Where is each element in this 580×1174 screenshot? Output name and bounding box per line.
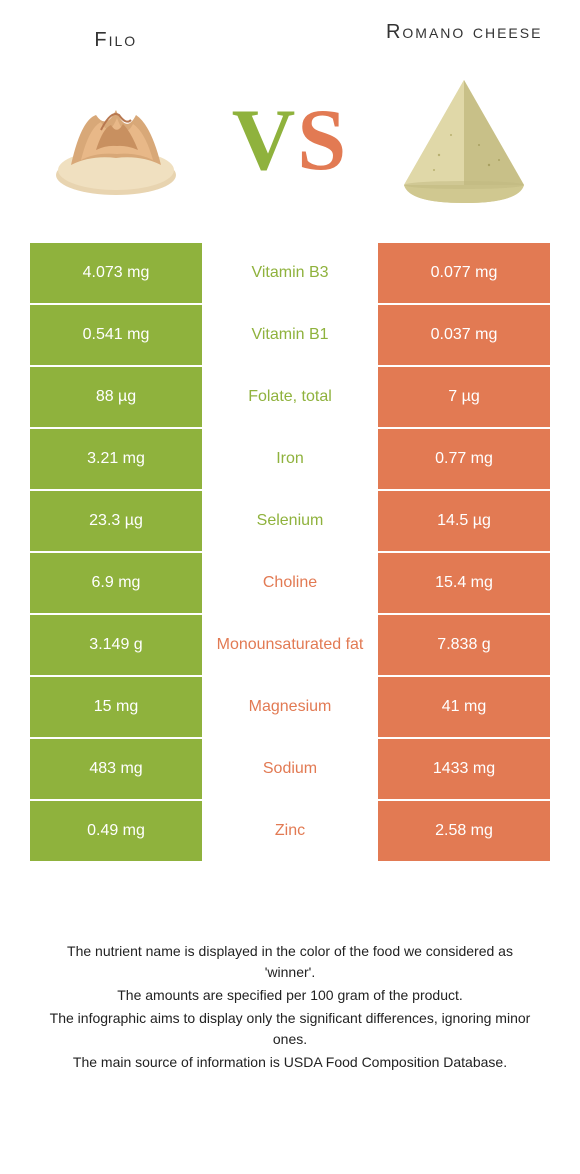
table-row: 4.073 mgVitamin B30.077 mg (30, 243, 550, 303)
nutrient-label-cell: Sodium (204, 739, 376, 799)
table-row: 483 mgSodium1433 mg (30, 739, 550, 799)
nutrient-label-cell: Iron (204, 429, 376, 489)
nutrient-label-cell: Vitamin B3 (204, 243, 376, 303)
footer-line-2: The amounts are specified per 100 gram o… (40, 985, 540, 1006)
table-row: 0.541 mgVitamin B10.037 mg (30, 305, 550, 365)
footer-line-3: The infographic aims to display only the… (40, 1008, 540, 1050)
vs-badge: VS (204, 90, 376, 191)
table-row: 3.21 mgIron0.77 mg (30, 429, 550, 489)
table-row: 0.49 mgZinc2.58 mg (30, 801, 550, 861)
nutrient-label-cell: Vitamin B1 (204, 305, 376, 365)
nutrient-label-cell: Monounsaturated fat (204, 615, 376, 675)
left-value-cell: 23.3 µg (30, 491, 202, 551)
table-row: 3.149 gMonounsaturated fat7.838 g (30, 615, 550, 675)
right-value-cell: 7 µg (378, 367, 550, 427)
right-value-cell: 14.5 µg (378, 491, 550, 551)
right-value-cell: 0.77 mg (378, 429, 550, 489)
right-product-image (378, 65, 550, 215)
right-value-cell: 0.077 mg (378, 243, 550, 303)
table-row: 6.9 mgCholine15.4 mg (30, 553, 550, 613)
table-row: 88 µgFolate, total7 µg (30, 367, 550, 427)
right-product-title: Romano cheese (378, 18, 550, 45)
left-value-cell: 4.073 mg (30, 243, 202, 303)
table-row: 23.3 µgSelenium14.5 µg (30, 491, 550, 551)
nutrient-label-cell: Zinc (204, 801, 376, 861)
infographic-container: Filo Romano cheese VS (0, 0, 580, 1095)
right-value-cell: 0.037 mg (378, 305, 550, 365)
nutrient-label-cell: Magnesium (204, 677, 376, 737)
left-value-cell: 6.9 mg (30, 553, 202, 613)
left-value-cell: 88 µg (30, 367, 202, 427)
footer-notes: The nutrient name is displayed in the co… (30, 941, 550, 1073)
left-value-cell: 0.541 mg (30, 305, 202, 365)
nutrient-label-cell: Choline (204, 553, 376, 613)
left-product-image (30, 80, 202, 200)
image-row: VS (30, 65, 550, 215)
left-product-title: Filo (30, 18, 202, 53)
footer-line-4: The main source of information is USDA F… (40, 1052, 540, 1073)
right-value-cell: 41 mg (378, 677, 550, 737)
right-value-cell: 15.4 mg (378, 553, 550, 613)
vs-letter-s: S (297, 92, 348, 189)
header-row: Filo Romano cheese (30, 18, 550, 53)
right-value-cell: 7.838 g (378, 615, 550, 675)
table-row: 15 mgMagnesium41 mg (30, 677, 550, 737)
right-value-cell: 1433 mg (378, 739, 550, 799)
comparison-table: 4.073 mgVitamin B30.077 mg0.541 mgVitami… (30, 243, 550, 861)
right-value-cell: 2.58 mg (378, 801, 550, 861)
left-value-cell: 483 mg (30, 739, 202, 799)
vs-text: VS (232, 90, 349, 191)
left-value-cell: 15 mg (30, 677, 202, 737)
vs-letter-v: V (232, 92, 298, 189)
nutrient-label-cell: Folate, total (204, 367, 376, 427)
nutrient-label-cell: Selenium (204, 491, 376, 551)
left-value-cell: 0.49 mg (30, 801, 202, 861)
left-value-cell: 3.21 mg (30, 429, 202, 489)
cheese-illustration (389, 65, 539, 215)
footer-line-1: The nutrient name is displayed in the co… (40, 941, 540, 983)
left-value-cell: 3.149 g (30, 615, 202, 675)
header-spacer (204, 18, 376, 28)
filo-illustration (41, 80, 191, 200)
